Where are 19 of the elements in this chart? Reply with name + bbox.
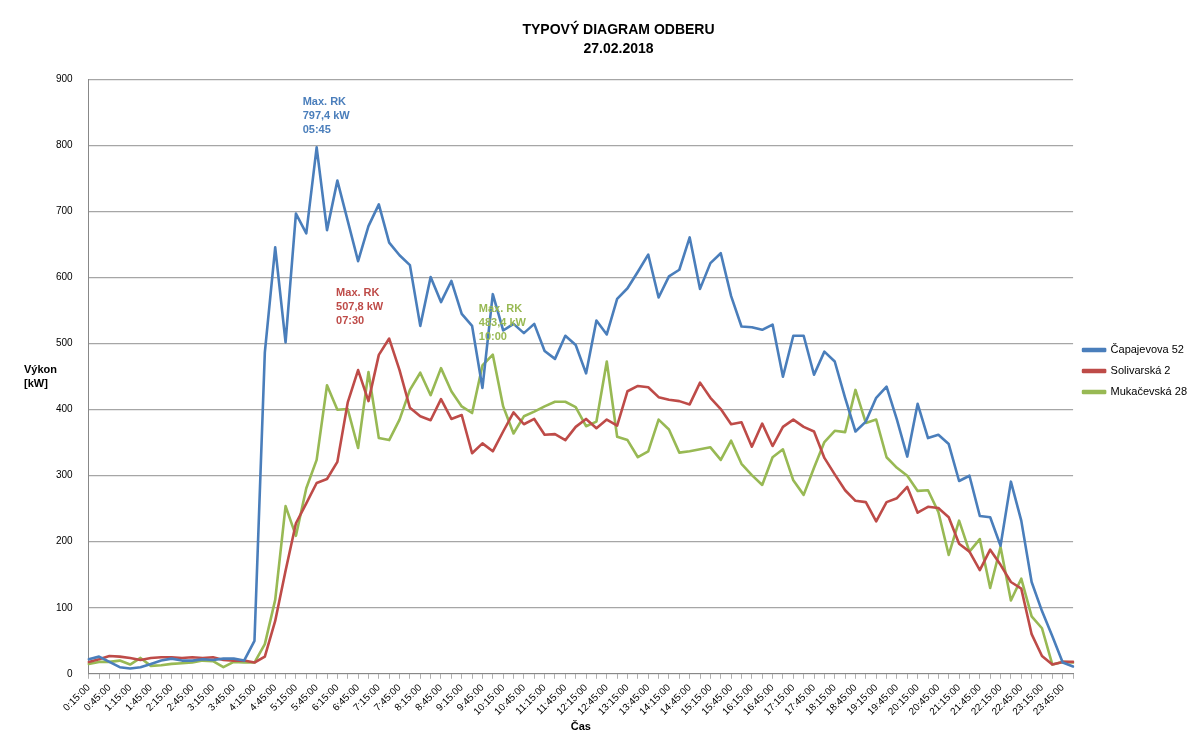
- y-tick-label: 900: [56, 73, 74, 85]
- legend-label: Mukačevská 28: [1110, 385, 1188, 398]
- chart-title: TYPOVÝ DIAGRAM ODBERU: [522, 20, 715, 38]
- y-tick-label: 300: [56, 469, 74, 481]
- y-tick-label: 600: [56, 271, 74, 283]
- x-axis-title: Čas: [570, 720, 591, 733]
- y-tick-label: 800: [56, 139, 74, 151]
- y-tick-label: 700: [56, 205, 74, 217]
- chart-subtitle: 27.02.2018: [583, 40, 654, 57]
- legend-label: Solivarská 2: [1110, 364, 1171, 377]
- annotation: Max. RK 797,4 kW 05:45: [302, 94, 351, 135]
- y-axis-title: Výkon [kW]: [24, 362, 58, 389]
- y-tick-label: 200: [56, 535, 74, 547]
- y-tick-label: 0: [67, 667, 74, 679]
- y-tick-label: 500: [56, 337, 74, 349]
- legend-label: Čapajevova 52: [1110, 343, 1184, 356]
- annotation: Max. RK 507,8 kW 07:30: [336, 286, 384, 327]
- y-tick-label: 100: [56, 601, 74, 613]
- y-tick-label: 400: [56, 403, 74, 415]
